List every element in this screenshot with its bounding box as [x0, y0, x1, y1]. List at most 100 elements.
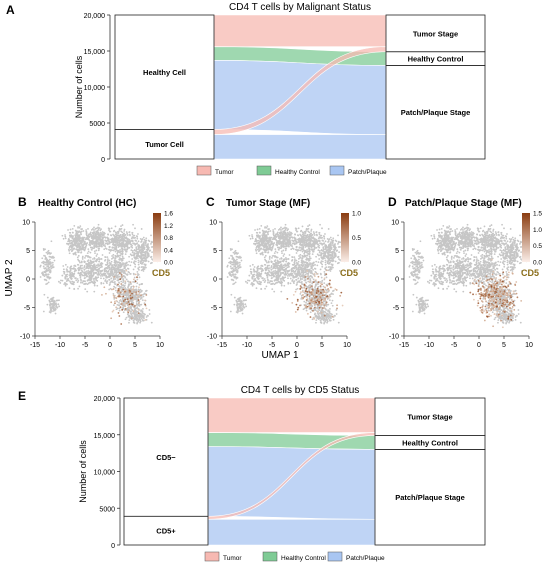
cell-point — [272, 233, 275, 236]
cell-point — [113, 239, 116, 242]
cell-point — [94, 260, 97, 262]
cell-point — [112, 249, 115, 252]
cell-point — [293, 237, 296, 240]
cell-point — [76, 244, 79, 247]
cell-point — [301, 257, 303, 260]
cell-point — [231, 255, 234, 257]
cell-point — [47, 269, 50, 272]
cell-point — [80, 241, 82, 244]
cell-point — [251, 237, 254, 240]
cell-point — [107, 243, 109, 246]
cell-point — [112, 241, 115, 244]
cell-point — [313, 234, 316, 236]
cell-point — [125, 262, 127, 265]
cell-point — [81, 240, 84, 242]
cell-point — [303, 242, 306, 245]
cell-point — [57, 303, 60, 306]
cell-point — [280, 290, 283, 293]
cell-point — [282, 249, 285, 252]
cell-point — [126, 246, 129, 249]
cell-point — [329, 245, 332, 247]
cell-point — [46, 303, 49, 306]
cell-point — [88, 263, 90, 266]
cell-point — [277, 261, 280, 264]
cell-point — [68, 252, 71, 255]
cell-point — [136, 307, 138, 310]
cell-point — [129, 234, 131, 237]
cell-point — [266, 225, 269, 228]
cell-point — [318, 251, 321, 254]
cell-point — [254, 229, 256, 231]
y-tick-label: 0 — [101, 157, 105, 164]
cell-point — [300, 273, 302, 276]
cell-point — [318, 240, 321, 243]
cell-point — [331, 264, 334, 267]
cell-point — [123, 230, 126, 232]
cell-point — [135, 240, 138, 242]
cell-point — [89, 251, 92, 254]
cell-point — [338, 251, 341, 254]
cell-point — [299, 241, 302, 244]
cell-point — [305, 258, 308, 261]
cell-point — [108, 230, 111, 233]
stratum-label: Healthy Control — [408, 55, 464, 64]
cell-point — [280, 229, 282, 231]
cell-point — [150, 240, 153, 243]
cd5-cell-point — [144, 303, 147, 306]
cell-point — [280, 268, 283, 270]
cell-point — [137, 259, 140, 262]
cell-point — [143, 248, 146, 250]
cell-point — [82, 246, 85, 249]
cell-point — [92, 271, 95, 274]
cell-point — [313, 232, 316, 235]
cell-point — [142, 316, 145, 319]
cd5-cell-point — [137, 290, 140, 293]
cell-point — [303, 252, 306, 255]
cell-point — [112, 253, 115, 256]
cell-point — [45, 251, 48, 254]
cell-point — [271, 256, 273, 259]
cell-point — [133, 249, 136, 252]
cell-point — [46, 253, 49, 255]
cell-point — [303, 244, 306, 247]
cell-point — [115, 272, 118, 275]
cd5-cell-point — [131, 296, 134, 299]
cell-point — [258, 236, 261, 239]
y-tick-label: 5000 — [89, 121, 105, 128]
cell-point — [116, 303, 119, 306]
cell-point — [295, 252, 298, 254]
cell-point — [293, 261, 296, 264]
cell-point — [329, 270, 332, 272]
cell-point — [129, 317, 132, 320]
cell-point — [81, 258, 84, 260]
cell-point — [256, 242, 259, 245]
cell-point — [258, 227, 261, 230]
cell-point — [237, 240, 240, 243]
cell-point — [142, 236, 145, 239]
cell-point — [287, 273, 290, 276]
cell-point — [279, 258, 281, 260]
stratum-label: Healthy Cell — [143, 68, 186, 77]
cell-point — [124, 293, 127, 296]
cell-point — [308, 224, 311, 226]
cell-point — [285, 273, 288, 276]
cell-point — [112, 230, 115, 233]
cell-point — [333, 249, 336, 252]
cell-point — [245, 299, 247, 302]
cell-point — [270, 280, 273, 283]
cell-point — [71, 243, 74, 246]
cell-point — [89, 244, 92, 247]
cell-point — [88, 274, 91, 277]
cell-point — [88, 281, 91, 284]
cell-point — [332, 260, 335, 262]
cd5-cell-point — [105, 292, 107, 295]
cell-point — [297, 241, 300, 244]
cell-point — [285, 260, 287, 263]
cell-point — [96, 238, 99, 241]
cell-point — [291, 270, 294, 273]
cell-point — [78, 248, 81, 251]
cell-point — [283, 253, 286, 256]
cd5-cell-point — [110, 301, 113, 304]
cell-point — [237, 300, 240, 303]
cell-point — [309, 237, 311, 240]
